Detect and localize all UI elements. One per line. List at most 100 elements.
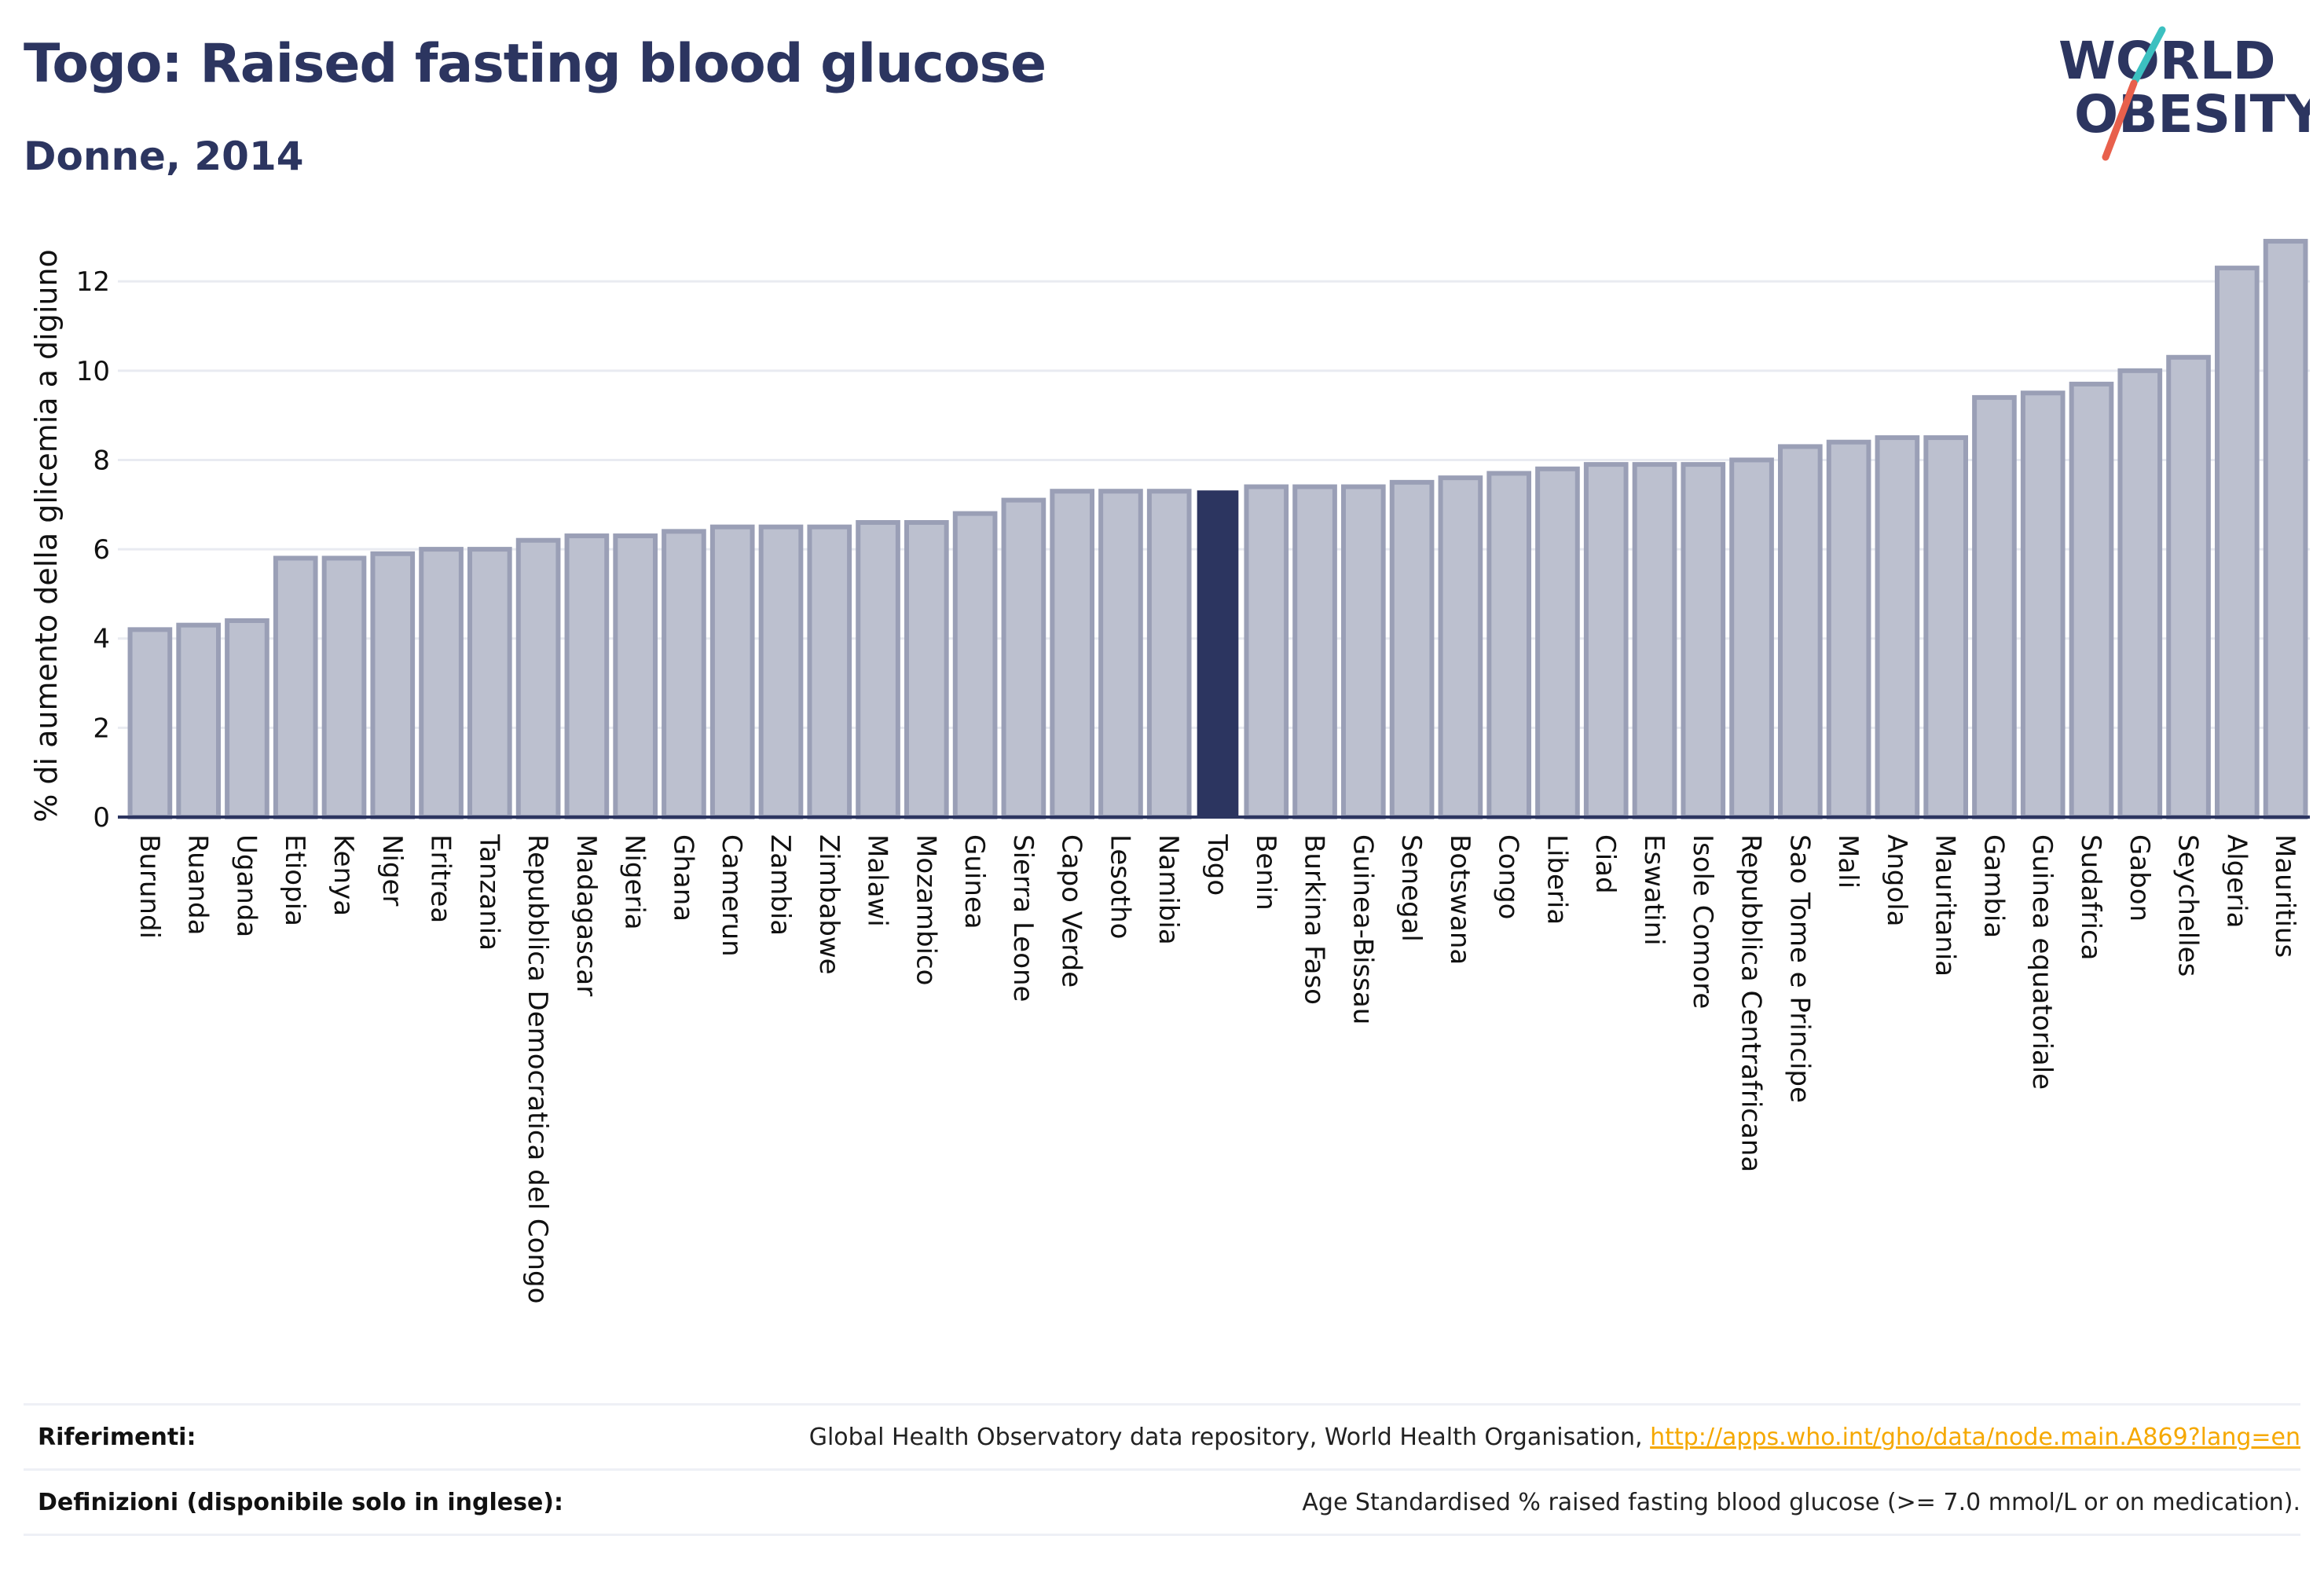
bar-ciad[interactable] [1583, 462, 1629, 819]
logo-slash-teal [2132, 26, 2166, 84]
x-tick-label: Seychelles [2172, 834, 2204, 977]
bar-mozambico[interactable] [904, 520, 949, 819]
x-tick-label: Algeria [2220, 834, 2252, 928]
x-tick-label: Sierra Leone [1007, 834, 1039, 1002]
bar-sao-tome-e-principe[interactable] [1778, 444, 1823, 820]
bar-chart: 0 2 4 6 8 10 12 Burundi Ruanda Uganda Etiopia Keny… [29, 239, 2310, 1303]
x-tick-label: Ciad [1589, 834, 1621, 894]
x-tick-label: Ruanda [182, 834, 214, 935]
bar-guinea[interactable] [952, 511, 998, 819]
logo-text-world: WORLD [2058, 31, 2276, 91]
y-tick-label: 6 [93, 534, 110, 566]
chart-subtitle: Donne, 2014 [24, 134, 304, 179]
bar-sierra-leone[interactable] [1001, 497, 1047, 819]
bar-botswana[interactable] [1438, 475, 1483, 819]
bar-repubblica-centrafricana[interactable] [1729, 457, 1774, 819]
bar-guinea-equatoriale[interactable] [2020, 390, 2066, 819]
bar-mauritius[interactable] [2263, 239, 2308, 819]
bar-kenya[interactable] [321, 555, 367, 819]
world-obesity-logo[interactable]: WORLD OBESITY [2043, 24, 2310, 165]
bar-guinea-bissau[interactable] [1341, 484, 1386, 820]
x-tick-label: Repubblica Democratica del Congo [522, 834, 553, 1303]
y-tick-label: 10 [76, 356, 110, 387]
x-tick-label: Guinea equatoriale [2026, 834, 2058, 1090]
references-value: Global Health Observatory data repositor… [809, 1424, 2300, 1451]
x-tick-label: Congo [1493, 834, 1524, 919]
bar-zambia[interactable] [758, 524, 804, 819]
bar-lesotho[interactable] [1098, 489, 1143, 820]
definitions-label: Definizioni (disponibile solo in inglese… [38, 1488, 563, 1516]
bar-uganda[interactable] [225, 618, 269, 819]
x-tick-label: Namibia [1153, 834, 1184, 945]
bars [127, 239, 2308, 820]
x-tick-label: Malawi [862, 834, 893, 927]
bar-ruanda[interactable] [176, 622, 221, 819]
x-tick-label: Burkina Faso [1299, 834, 1330, 1005]
x-tick-label: Sao Tome e Principe [1783, 834, 1815, 1103]
bar-ghana[interactable] [662, 529, 706, 819]
x-tick-label: Mauritius [2269, 834, 2300, 958]
bar-malawi[interactable] [856, 520, 900, 819]
x-tick-label: Senegal [1395, 834, 1427, 942]
bar-seychelles[interactable] [2166, 354, 2211, 820]
x-tick-label: Camerun [716, 834, 747, 957]
x-tick-label: Burundi [134, 834, 165, 939]
bar-senegal[interactable] [1389, 479, 1435, 819]
bar-camerun[interactable] [709, 524, 755, 819]
bar-mali[interactable] [1826, 439, 1871, 820]
bar-gambia[interactable] [1972, 394, 2017, 819]
x-tick-label: Mauritania [1930, 834, 1961, 977]
bar-togo[interactable] [1197, 490, 1239, 819]
x-tick-label: Etiopia [279, 834, 310, 926]
x-tick-label: Togo [1201, 834, 1233, 896]
bar-isole-comore[interactable] [1681, 462, 1726, 819]
x-tick-label: Uganda [230, 834, 262, 937]
x-tick-label: Zambia [764, 834, 796, 936]
y-axis-label: % di aumento della glicemia a digiuno [29, 249, 64, 823]
x-tick-label: Repubblica Centrafricana [1736, 834, 1767, 1172]
x-tick-label: Isole Comore [1687, 834, 1718, 1009]
x-tick-label: Eswatini [1638, 834, 1670, 946]
y-tick-label: 8 [93, 445, 110, 476]
bar-eritrea[interactable] [419, 547, 464, 819]
logo-slash-red [2102, 79, 2138, 161]
bar-repubblica-democratica-del-congo[interactable] [515, 537, 561, 820]
bar-burundi[interactable] [127, 627, 173, 820]
x-tick-label: Benin [1250, 834, 1281, 911]
x-tick-label: Lesotho [1104, 834, 1135, 939]
x-tick-label: Nigeria [619, 834, 651, 930]
bar-zimbabwe[interactable] [807, 524, 852, 819]
bar-algeria[interactable] [2215, 266, 2260, 819]
bar-madagascar[interactable] [564, 533, 610, 820]
bar-burkina-faso[interactable] [1292, 484, 1337, 820]
x-tick-label: Guinea-Bissau [1347, 834, 1378, 1024]
references-link[interactable]: http://apps.who.int/gho/data/node.main.A… [1650, 1423, 2300, 1451]
bar-etiopia[interactable] [273, 555, 318, 819]
bar-namibia[interactable] [1146, 489, 1192, 820]
x-tick-label: Ghana [667, 834, 698, 922]
y-tick-label: 4 [93, 624, 110, 655]
bar-eswatini[interactable] [1632, 462, 1677, 819]
x-tick-label: Gabon [2124, 834, 2155, 922]
bar-niger[interactable] [370, 551, 416, 819]
bar-gabon[interactable] [2117, 368, 2163, 819]
x-tick-labels: Burundi Ruanda Uganda Etiopia Kenya Niger Erit… [134, 834, 2300, 1303]
x-tick-label: Zimbabwe [813, 834, 845, 975]
bar-angola[interactable] [1875, 435, 1920, 820]
bar-liberia[interactable] [1535, 466, 1580, 819]
x-tick-label: Gambia [1978, 834, 2009, 938]
bar-congo[interactable] [1486, 471, 1531, 819]
x-tick-label: Mozambico [910, 834, 941, 985]
footer: Riferimenti: Global Health Observatory d… [24, 1403, 2300, 1536]
bar-capo-verde[interactable] [1050, 489, 1094, 820]
bar-benin[interactable] [1244, 484, 1289, 820]
bar-mauritania[interactable] [1923, 435, 1968, 820]
x-tick-label: Botswana [1444, 834, 1475, 965]
x-tick-label: Sudafrica [2075, 834, 2106, 960]
x-tick-label: Capo Verde [1056, 834, 1087, 988]
bar-sudafrica[interactable] [2069, 381, 2114, 819]
y-tick-label: 2 [93, 713, 110, 744]
x-tick-label: Tanzania [473, 834, 504, 951]
bar-tanzania[interactable] [467, 547, 512, 819]
bar-nigeria[interactable] [613, 533, 658, 820]
